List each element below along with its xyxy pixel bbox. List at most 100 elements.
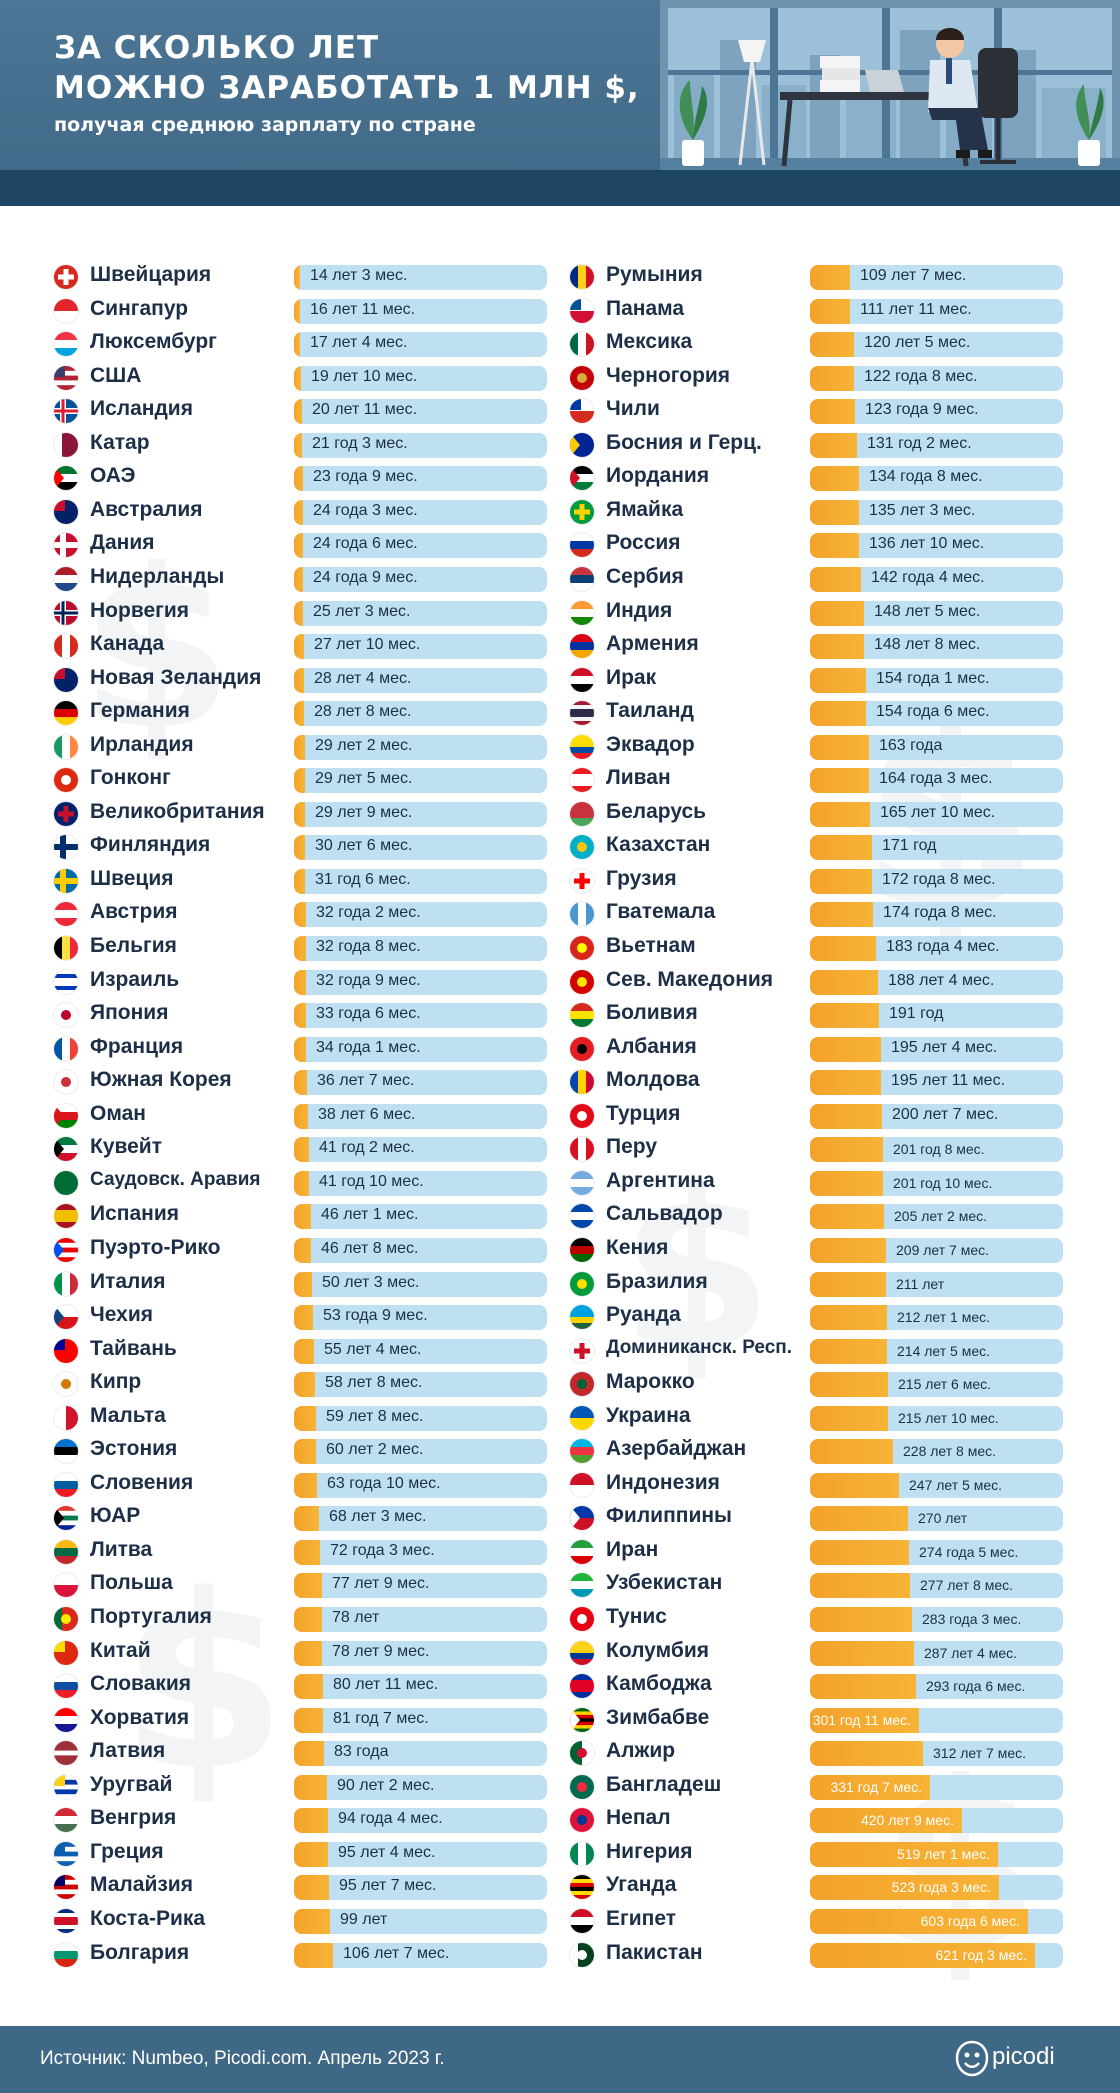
header-banner: ЗА СКОЛЬКО ЛЕТ МОЖНО ЗАРАБОТАТЬ 1 МЛН $,… (0, 0, 1120, 206)
data-label: 14 лет 3 мес. (310, 267, 408, 284)
chart-row: Кувейт 41 год 2 мес. (54, 1134, 547, 1164)
chart-row: Канада 27 лет 10 мес. (54, 631, 547, 661)
data-label: 123 года 9 мес. (865, 401, 979, 419)
data-label: 293 года 6 мес. (926, 1678, 1026, 1695)
data-label: 215 лет 10 мес. (898, 1409, 999, 1426)
bar-track: 205 лет 2 мес. (810, 1204, 1063, 1230)
bar (294, 667, 304, 693)
bar-track: 95 лет 4 мес. (294, 1841, 547, 1867)
country-name: Бразилия (606, 1269, 708, 1293)
chart-row: Индия 148 лет 5 мес. (570, 598, 1063, 628)
chart-row: Турция 200 лет 7 мес. (570, 1101, 1063, 1131)
bar-track: 99 лет (294, 1908, 547, 1934)
country-name: Сингапур (90, 296, 189, 320)
data-label: 106 лет 7 мес. (343, 1944, 450, 1962)
chart-row: Армения 148 лет 8 мес. (570, 631, 1063, 661)
bar (294, 1908, 330, 1934)
netherlands-flag-icon (54, 566, 78, 591)
zimbabwe-flag-icon (570, 1707, 594, 1732)
bar (294, 1271, 312, 1297)
bar-track: 134 года 8 мес. (810, 466, 1063, 492)
bar-track: 212 лет 1 мес. (810, 1305, 1063, 1331)
data-label: 148 лет 8 мес. (874, 636, 981, 654)
data-label: 83 года (334, 1743, 389, 1761)
data-label: 301 год 11 мес. (812, 1711, 911, 1728)
bar (810, 1908, 1028, 1934)
chart-row: Пуэрто-Рико 46 лет 8 мес. (54, 1235, 547, 1265)
bar (810, 801, 870, 827)
belarus-flag-icon (570, 801, 594, 826)
chart-row: Иордания 134 года 8 мес. (570, 463, 1063, 493)
bar (810, 365, 854, 391)
chart-row: Бельгия 32 года 8 мес. (54, 933, 547, 963)
chart-row: Сербия 142 года 4 мес. (570, 564, 1063, 594)
country-name: Турция (606, 1101, 681, 1125)
bar-track: 312 лет 7 мес. (810, 1741, 1063, 1767)
chart-row: Тайвань 55 лет 4 мес. (54, 1336, 547, 1366)
bosnia-flag-icon (570, 432, 594, 457)
bar-track: 20 лет 11 мес. (294, 399, 547, 425)
chart-row: Мальта 59 лет 8 мес. (54, 1403, 547, 1433)
country-name: Уганда (606, 1873, 677, 1897)
chart-row: Чехия 53 года 9 мес. (54, 1302, 547, 1332)
bar (810, 1405, 888, 1431)
bar (294, 801, 305, 827)
country-name: Финляндия (90, 833, 211, 857)
country-name: Филиппины (606, 1504, 732, 1528)
bar (294, 1640, 322, 1666)
nigeria-flag-icon (570, 1841, 594, 1866)
data-label: 28 лет 8 мес. (314, 703, 412, 721)
bar-track: 174 года 8 мес. (810, 902, 1063, 928)
latvia-flag-icon (54, 1741, 78, 1766)
page-subtitle: получая среднюю зарплату по стране (54, 114, 476, 136)
svg-text:$: $ (80, 522, 233, 778)
data-label: 274 года 5 мес. (919, 1543, 1019, 1560)
guatemala-flag-icon (570, 902, 594, 927)
bar-track: 83 года (294, 1741, 547, 1767)
country-name: Румыния (606, 263, 703, 286)
bar (810, 533, 859, 559)
colombia-flag-icon (570, 1640, 594, 1665)
country-name: Литва (90, 1537, 153, 1561)
data-label: 32 года 2 мес. (316, 904, 421, 922)
bar-track: 215 лет 6 мес. (810, 1372, 1063, 1398)
footer-bar: Источник: Numbeo, Picodi.com. Апрель 202… (0, 2026, 1120, 2093)
country-name: ЮАР (90, 1504, 141, 1528)
bar (294, 1707, 323, 1733)
india-flag-icon (570, 600, 594, 625)
country-name: Албания (606, 1034, 697, 1058)
thailand-flag-icon (570, 701, 594, 726)
country-name: Боливия (606, 1001, 698, 1025)
chart-row: Люксембург 17 лет 4 мес. (54, 329, 547, 359)
chart-row: Коста-Рика 99 лет (54, 1906, 547, 1936)
chart-row: Литва 72 года 3 мес. (54, 1537, 547, 1567)
bar (294, 1405, 316, 1431)
country-name: Руанда (606, 1303, 681, 1327)
bar-track: 195 лет 11 мес. (810, 1070, 1063, 1096)
country-name: Португалия (90, 1605, 212, 1628)
country-name: Россия (606, 531, 681, 555)
bar (294, 1036, 306, 1062)
country-name: Уругвай (90, 1772, 173, 1796)
bar-track: 164 года 3 мес. (810, 768, 1063, 794)
country-name: Таиланд (606, 699, 694, 723)
data-label: 211 лет (896, 1275, 945, 1292)
svg-text:$: $ (120, 1543, 287, 1823)
chart-row: Чили 123 года 9 мес. (570, 396, 1063, 426)
ecuador-flag-icon (570, 734, 594, 759)
data-label: 33 года 6 мес. (316, 1005, 421, 1023)
country-name: Молдова (606, 1068, 700, 1092)
bar-track: 68 лет 3 мес. (294, 1506, 547, 1532)
panama-flag-icon (570, 298, 594, 323)
data-label: 154 года 1 мес. (876, 669, 990, 687)
bar (810, 499, 859, 525)
chart-row: Гватемала 174 года 8 мес. (570, 899, 1063, 929)
data-label: 519 лет 1 мес. (896, 1845, 990, 1862)
bar (810, 1472, 899, 1498)
bar (810, 1674, 916, 1700)
data-label: 148 лет 5 мес. (874, 602, 981, 620)
ukraine-flag-icon (570, 1405, 594, 1430)
norway-flag-icon (54, 600, 78, 625)
chart-row: Узбекистан 277 лет 8 мес. (570, 1570, 1063, 1600)
chart-row: Колумбия 287 лет 4 мес. (570, 1638, 1063, 1668)
